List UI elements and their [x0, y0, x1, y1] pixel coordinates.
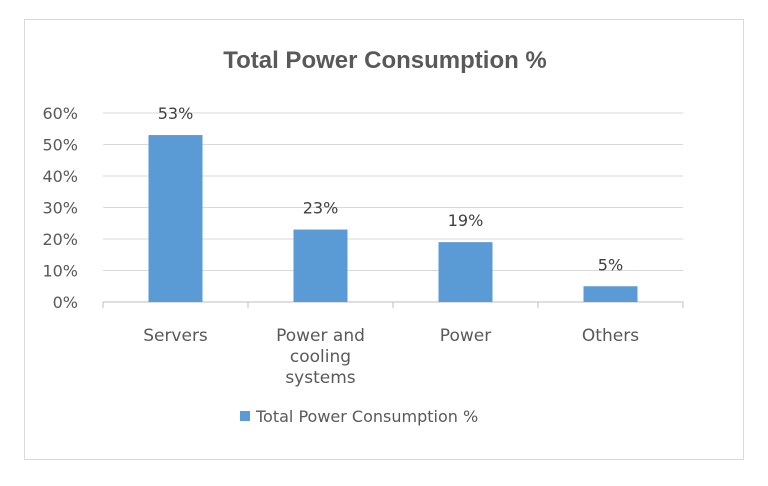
- y-tick-label: 60%: [42, 104, 78, 123]
- y-tick-label: 0%: [53, 293, 78, 312]
- chart-title: Total Power Consumption %: [223, 47, 547, 74]
- x-category-label: Power: [440, 326, 491, 346]
- data-label: 23%: [303, 199, 339, 218]
- legend-label: Total Power Consumption %: [255, 407, 478, 426]
- data-label: 53%: [158, 104, 194, 123]
- x-category-label: systems: [285, 368, 355, 388]
- y-tick-label: 40%: [42, 167, 78, 186]
- y-tick-label: 50%: [42, 136, 78, 155]
- x-category-label: cooling: [290, 347, 351, 367]
- y-tick-label: 30%: [42, 199, 78, 218]
- bar: [148, 135, 203, 302]
- bar: [438, 242, 493, 302]
- legend-swatch: [240, 411, 250, 421]
- y-tick-label: 10%: [42, 262, 78, 281]
- x-category-label: Others: [582, 326, 639, 346]
- legend: Total Power Consumption %: [240, 407, 478, 426]
- bars: 53% 23% 19% 5%: [148, 104, 638, 302]
- bar: [293, 229, 348, 302]
- x-category-label: Servers: [143, 326, 208, 346]
- data-label: 19%: [448, 211, 484, 230]
- y-tick-label: 20%: [42, 230, 78, 249]
- y-axis: 0% 10% 20% 30% 40% 50% 60%: [42, 104, 78, 312]
- x-category-label: Power and: [276, 326, 365, 346]
- bar: [583, 286, 638, 302]
- data-label: 5%: [598, 255, 623, 274]
